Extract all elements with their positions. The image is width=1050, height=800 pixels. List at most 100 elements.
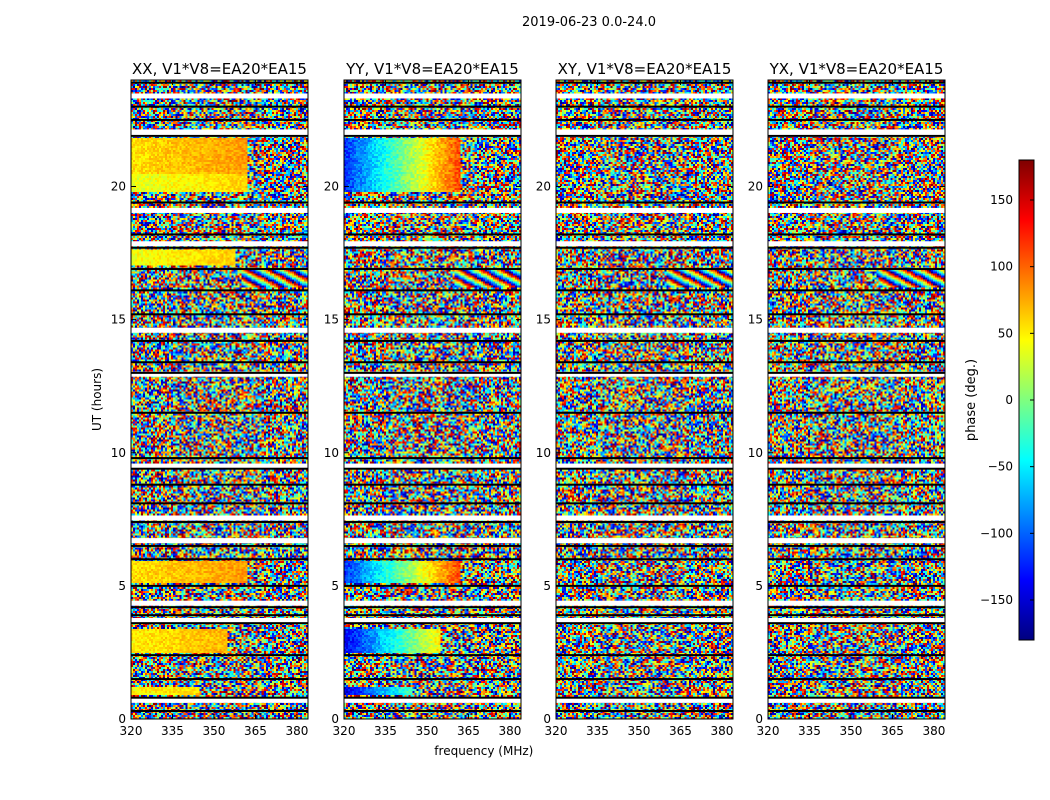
flagged-gap (556, 600, 733, 606)
scan-break (556, 520, 733, 523)
x-tick-label: 365 (881, 724, 904, 738)
scan-break (344, 467, 521, 470)
scan-break (768, 710, 945, 713)
flagged-gap (556, 93, 733, 99)
scan-break (344, 696, 521, 699)
flagged-gap (344, 207, 521, 213)
scan-break (131, 584, 308, 587)
y-tick-label: 5 (543, 579, 551, 593)
scan-break (768, 361, 945, 364)
scan-break (556, 483, 733, 486)
scan-break (131, 81, 308, 84)
scan-break (768, 558, 945, 561)
flagged-gap (556, 241, 733, 247)
scan-break (344, 81, 521, 84)
scan-break (768, 134, 945, 137)
panel-4: YX, V1*V8=EA20*EA15 320 335 350 365 380 0 5 10 15… (748, 60, 946, 738)
scan-break (131, 483, 308, 486)
scan-break (556, 313, 733, 316)
scan-break (768, 201, 945, 204)
colorbar-tick-label: 0 (1005, 393, 1013, 407)
scan-break (556, 584, 733, 587)
x-tick-label: 335 (798, 724, 821, 738)
scan-break (131, 622, 308, 625)
flagged-gap (768, 327, 945, 333)
panel-title: XX, V1*V8=EA20*EA15 (132, 60, 307, 78)
scan-break (768, 520, 945, 523)
scan-break (131, 544, 308, 547)
scan-break (556, 371, 733, 374)
scan-break (768, 584, 945, 587)
scan-break (131, 339, 308, 342)
panel-title: XY, V1*V8=EA20*EA15 (558, 60, 732, 78)
scan-break (344, 118, 521, 121)
x-tick-label: 380 (285, 724, 308, 738)
scan-break (768, 289, 945, 292)
y-tick-label: 15 (111, 313, 126, 327)
flagged-gap (556, 617, 733, 623)
colorbar-tick-label: −100 (980, 526, 1013, 540)
flagged-gap (768, 207, 945, 213)
scan-break (131, 105, 308, 108)
scan-break (344, 614, 521, 617)
scan-break (131, 696, 308, 699)
flagged-gap (344, 129, 521, 135)
x-tick-label: 320 (333, 724, 356, 738)
flagged-gap (131, 515, 308, 521)
scan-break (131, 520, 308, 523)
scan-break (768, 411, 945, 414)
y-tick-label: 10 (111, 446, 126, 460)
scan-break (131, 678, 308, 681)
x-tick-label: 380 (710, 724, 733, 738)
y-tick-label: 0 (543, 712, 551, 726)
scan-break (131, 118, 308, 121)
flagged-gap (768, 132, 945, 138)
scan-break (131, 710, 308, 713)
y-tick-label: 10 (748, 446, 763, 460)
scan-break (556, 502, 733, 505)
y-tick-label: 15 (536, 313, 551, 327)
x-tick-label: 320 (120, 724, 143, 738)
scan-break (556, 233, 733, 236)
flagged-gap (768, 371, 945, 377)
colorbar-tick-label: 50 (998, 326, 1013, 340)
flagged-gap (768, 515, 945, 521)
y-tick-label: 20 (324, 180, 339, 194)
scan-break (344, 544, 521, 547)
flagged-gap (131, 241, 308, 247)
scan-break (344, 268, 521, 271)
flagged-gap (131, 371, 308, 377)
scan-break (768, 483, 945, 486)
panels-group: XX, V1*V8=EA20*EA15 320 335 350 365 380 0 5 10 15… (90, 60, 946, 758)
phase-raster (768, 80, 945, 719)
x-tick-label: 335 (586, 724, 609, 738)
flagged-gap (556, 129, 733, 135)
x-tick-label: 365 (457, 724, 480, 738)
scan-break (131, 201, 308, 204)
phase-raster (556, 80, 733, 719)
x-tick-label: 350 (416, 724, 439, 738)
scan-break (344, 371, 521, 374)
y-tick-label: 20 (748, 180, 763, 194)
colorbar: 150 100 50 0 −50 −100 −150 phase (deg.) (964, 159, 1035, 641)
flagged-gap (556, 327, 733, 333)
colorbar-tick-label: −150 (980, 593, 1013, 607)
y-tick-label: 15 (748, 313, 763, 327)
scan-break (344, 678, 521, 681)
flagged-gap (131, 327, 308, 333)
scan-break (556, 614, 733, 617)
scan-break (768, 105, 945, 108)
y-tick-label: 0 (331, 712, 339, 726)
scan-break (556, 678, 733, 681)
scan-break (768, 654, 945, 657)
flagged-gap (556, 463, 733, 469)
flagged-gap (344, 241, 521, 247)
flagged-gap (768, 538, 945, 544)
axes-frame (555, 79, 734, 720)
flagged-gap (556, 538, 733, 544)
colorbar-label: phase (deg.) (964, 359, 979, 441)
flagged-gap (556, 132, 733, 138)
scan-break (131, 654, 308, 657)
scan-break (768, 696, 945, 699)
